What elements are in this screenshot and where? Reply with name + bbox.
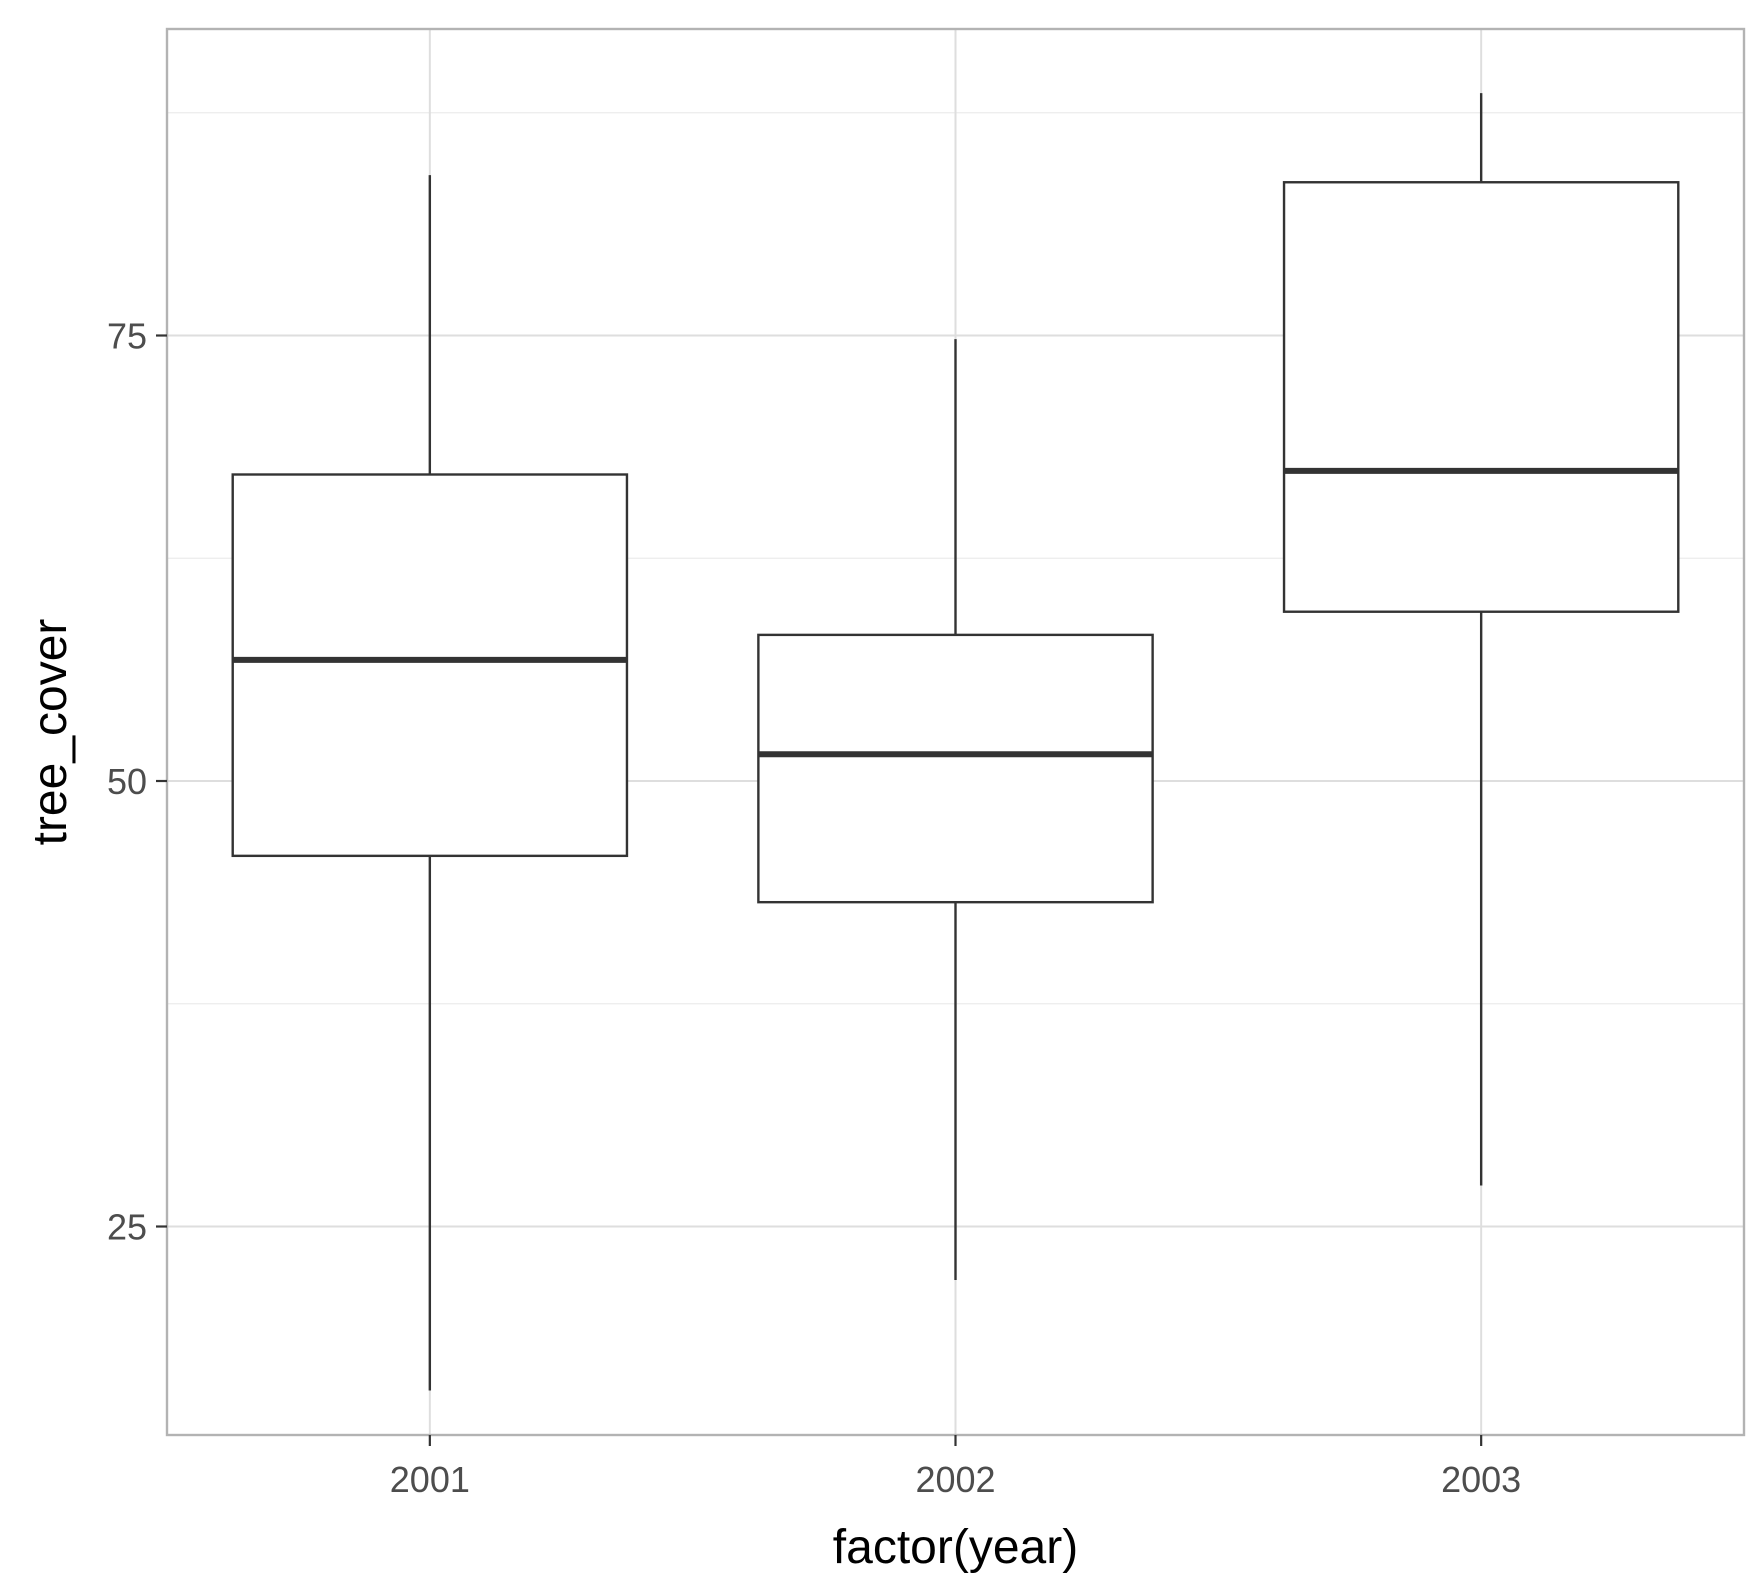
boxplots bbox=[231, 93, 1680, 1391]
y-axis: 25 50 75 bbox=[107, 316, 167, 1248]
iqr-box bbox=[1282, 181, 1680, 613]
box-2001 bbox=[231, 175, 629, 1391]
x-tick-label: 2003 bbox=[1441, 1459, 1521, 1500]
y-tick-label: 25 bbox=[107, 1207, 147, 1248]
y-tick-label: 75 bbox=[107, 316, 147, 357]
x-axis: 2001 2002 2003 bbox=[390, 1435, 1521, 1500]
x-tick-label: 2001 bbox=[390, 1459, 470, 1500]
x-tick-label: 2002 bbox=[915, 1459, 995, 1500]
box-2003 bbox=[1282, 93, 1680, 1186]
y-tick-label: 50 bbox=[107, 761, 147, 802]
x-axis-title: factor(year) bbox=[833, 1521, 1078, 1574]
y-axis-title: tree_cover bbox=[24, 619, 77, 846]
iqr-box bbox=[757, 633, 1154, 904]
box-2002 bbox=[757, 339, 1154, 1280]
iqr-box bbox=[231, 473, 629, 858]
